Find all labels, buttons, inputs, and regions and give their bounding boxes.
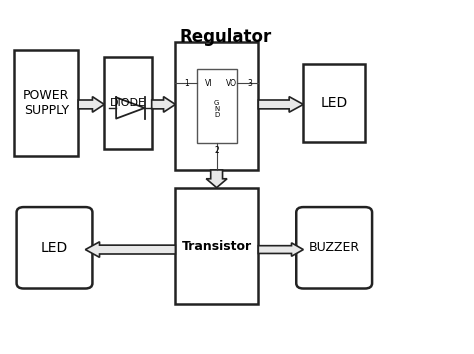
Polygon shape (258, 97, 303, 112)
Text: 1: 1 (184, 79, 189, 88)
Text: DIODE: DIODE (110, 98, 146, 108)
Polygon shape (258, 243, 303, 256)
Text: 3: 3 (247, 79, 252, 88)
Polygon shape (85, 242, 175, 257)
Text: D: D (214, 112, 219, 118)
Text: N: N (214, 106, 219, 112)
FancyBboxPatch shape (175, 42, 258, 170)
Text: VO: VO (226, 79, 237, 88)
Polygon shape (206, 170, 227, 188)
Text: LED: LED (320, 96, 348, 110)
Text: Regulator: Regulator (179, 28, 271, 46)
Text: VI: VI (205, 79, 212, 88)
Text: LED: LED (41, 241, 68, 255)
Text: Transistor: Transistor (182, 240, 252, 252)
Text: G: G (214, 101, 219, 106)
FancyBboxPatch shape (296, 207, 372, 289)
FancyBboxPatch shape (14, 50, 78, 156)
Text: POWER
SUPPLY: POWER SUPPLY (23, 88, 69, 117)
FancyBboxPatch shape (17, 207, 92, 289)
Text: 2: 2 (214, 146, 219, 155)
Text: BUZZER: BUZZER (309, 241, 360, 254)
FancyBboxPatch shape (197, 69, 237, 143)
FancyBboxPatch shape (303, 64, 365, 142)
FancyBboxPatch shape (104, 57, 152, 149)
Polygon shape (152, 97, 175, 112)
FancyBboxPatch shape (175, 188, 258, 304)
Polygon shape (78, 97, 104, 112)
